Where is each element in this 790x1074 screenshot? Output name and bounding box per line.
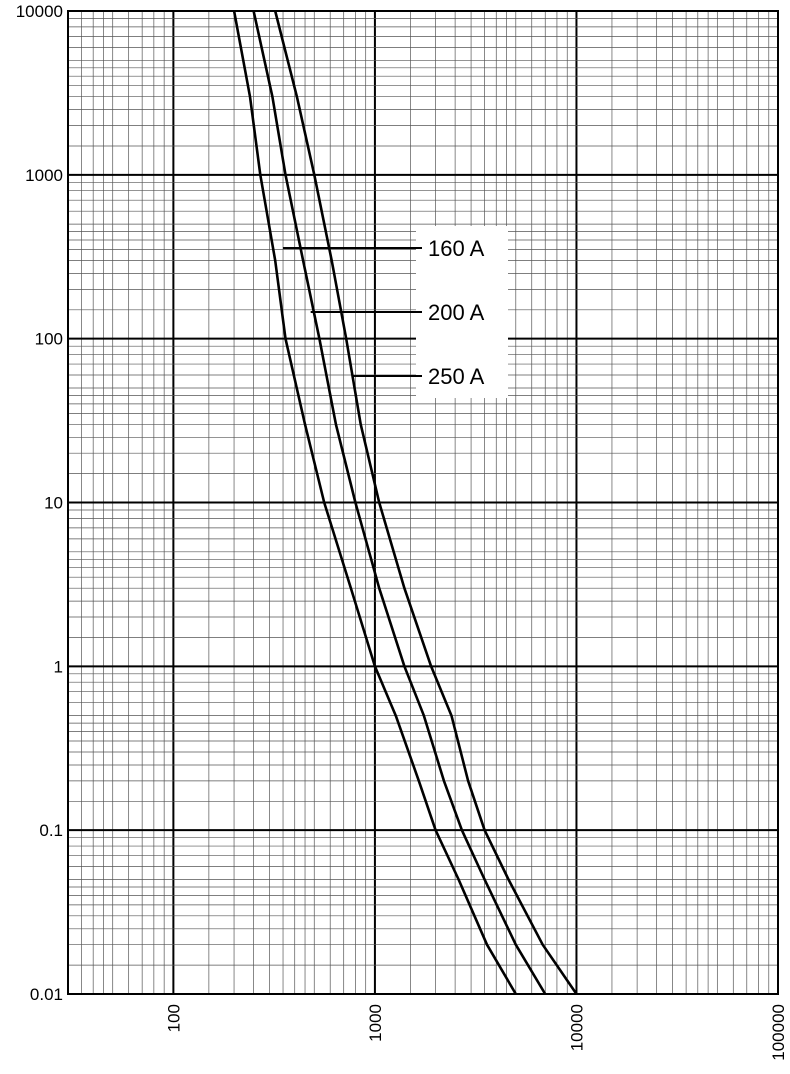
x-tick-label: 1000 <box>366 1004 385 1042</box>
y-tick-label: 1000 <box>25 166 63 185</box>
chart-grid <box>67 10 779 995</box>
legend-label-3: 250 A <box>428 364 485 389</box>
series-line-1 <box>232 10 517 995</box>
chart-axes: 0.01 0.1 1 10 100 1000 10000 100 1000 10000 100000 <box>16 2 788 1061</box>
chart-series <box>232 10 578 995</box>
legend-label-2: 200 A <box>428 300 485 325</box>
y-tick-label: 100 <box>35 330 63 349</box>
x-tick-label: 100000 <box>769 1004 788 1061</box>
legend-box <box>416 226 508 398</box>
y-tick-label: 0.01 <box>30 985 63 1004</box>
legend-label-1: 160 A <box>428 236 485 261</box>
series-line-3 <box>273 10 578 995</box>
chart-legend: 160 A 200 A 250 A <box>283 226 508 398</box>
y-tick-label: 0.1 <box>39 821 63 840</box>
x-tick-label: 10000 <box>567 1004 586 1051</box>
y-tick-label: 10000 <box>16 2 63 21</box>
series-line-2 <box>252 10 547 995</box>
x-tick-label: 100 <box>164 1004 183 1032</box>
plot-frame <box>67 10 779 995</box>
y-tick-label: 1 <box>54 657 63 676</box>
y-tick-label: 10 <box>44 494 63 513</box>
